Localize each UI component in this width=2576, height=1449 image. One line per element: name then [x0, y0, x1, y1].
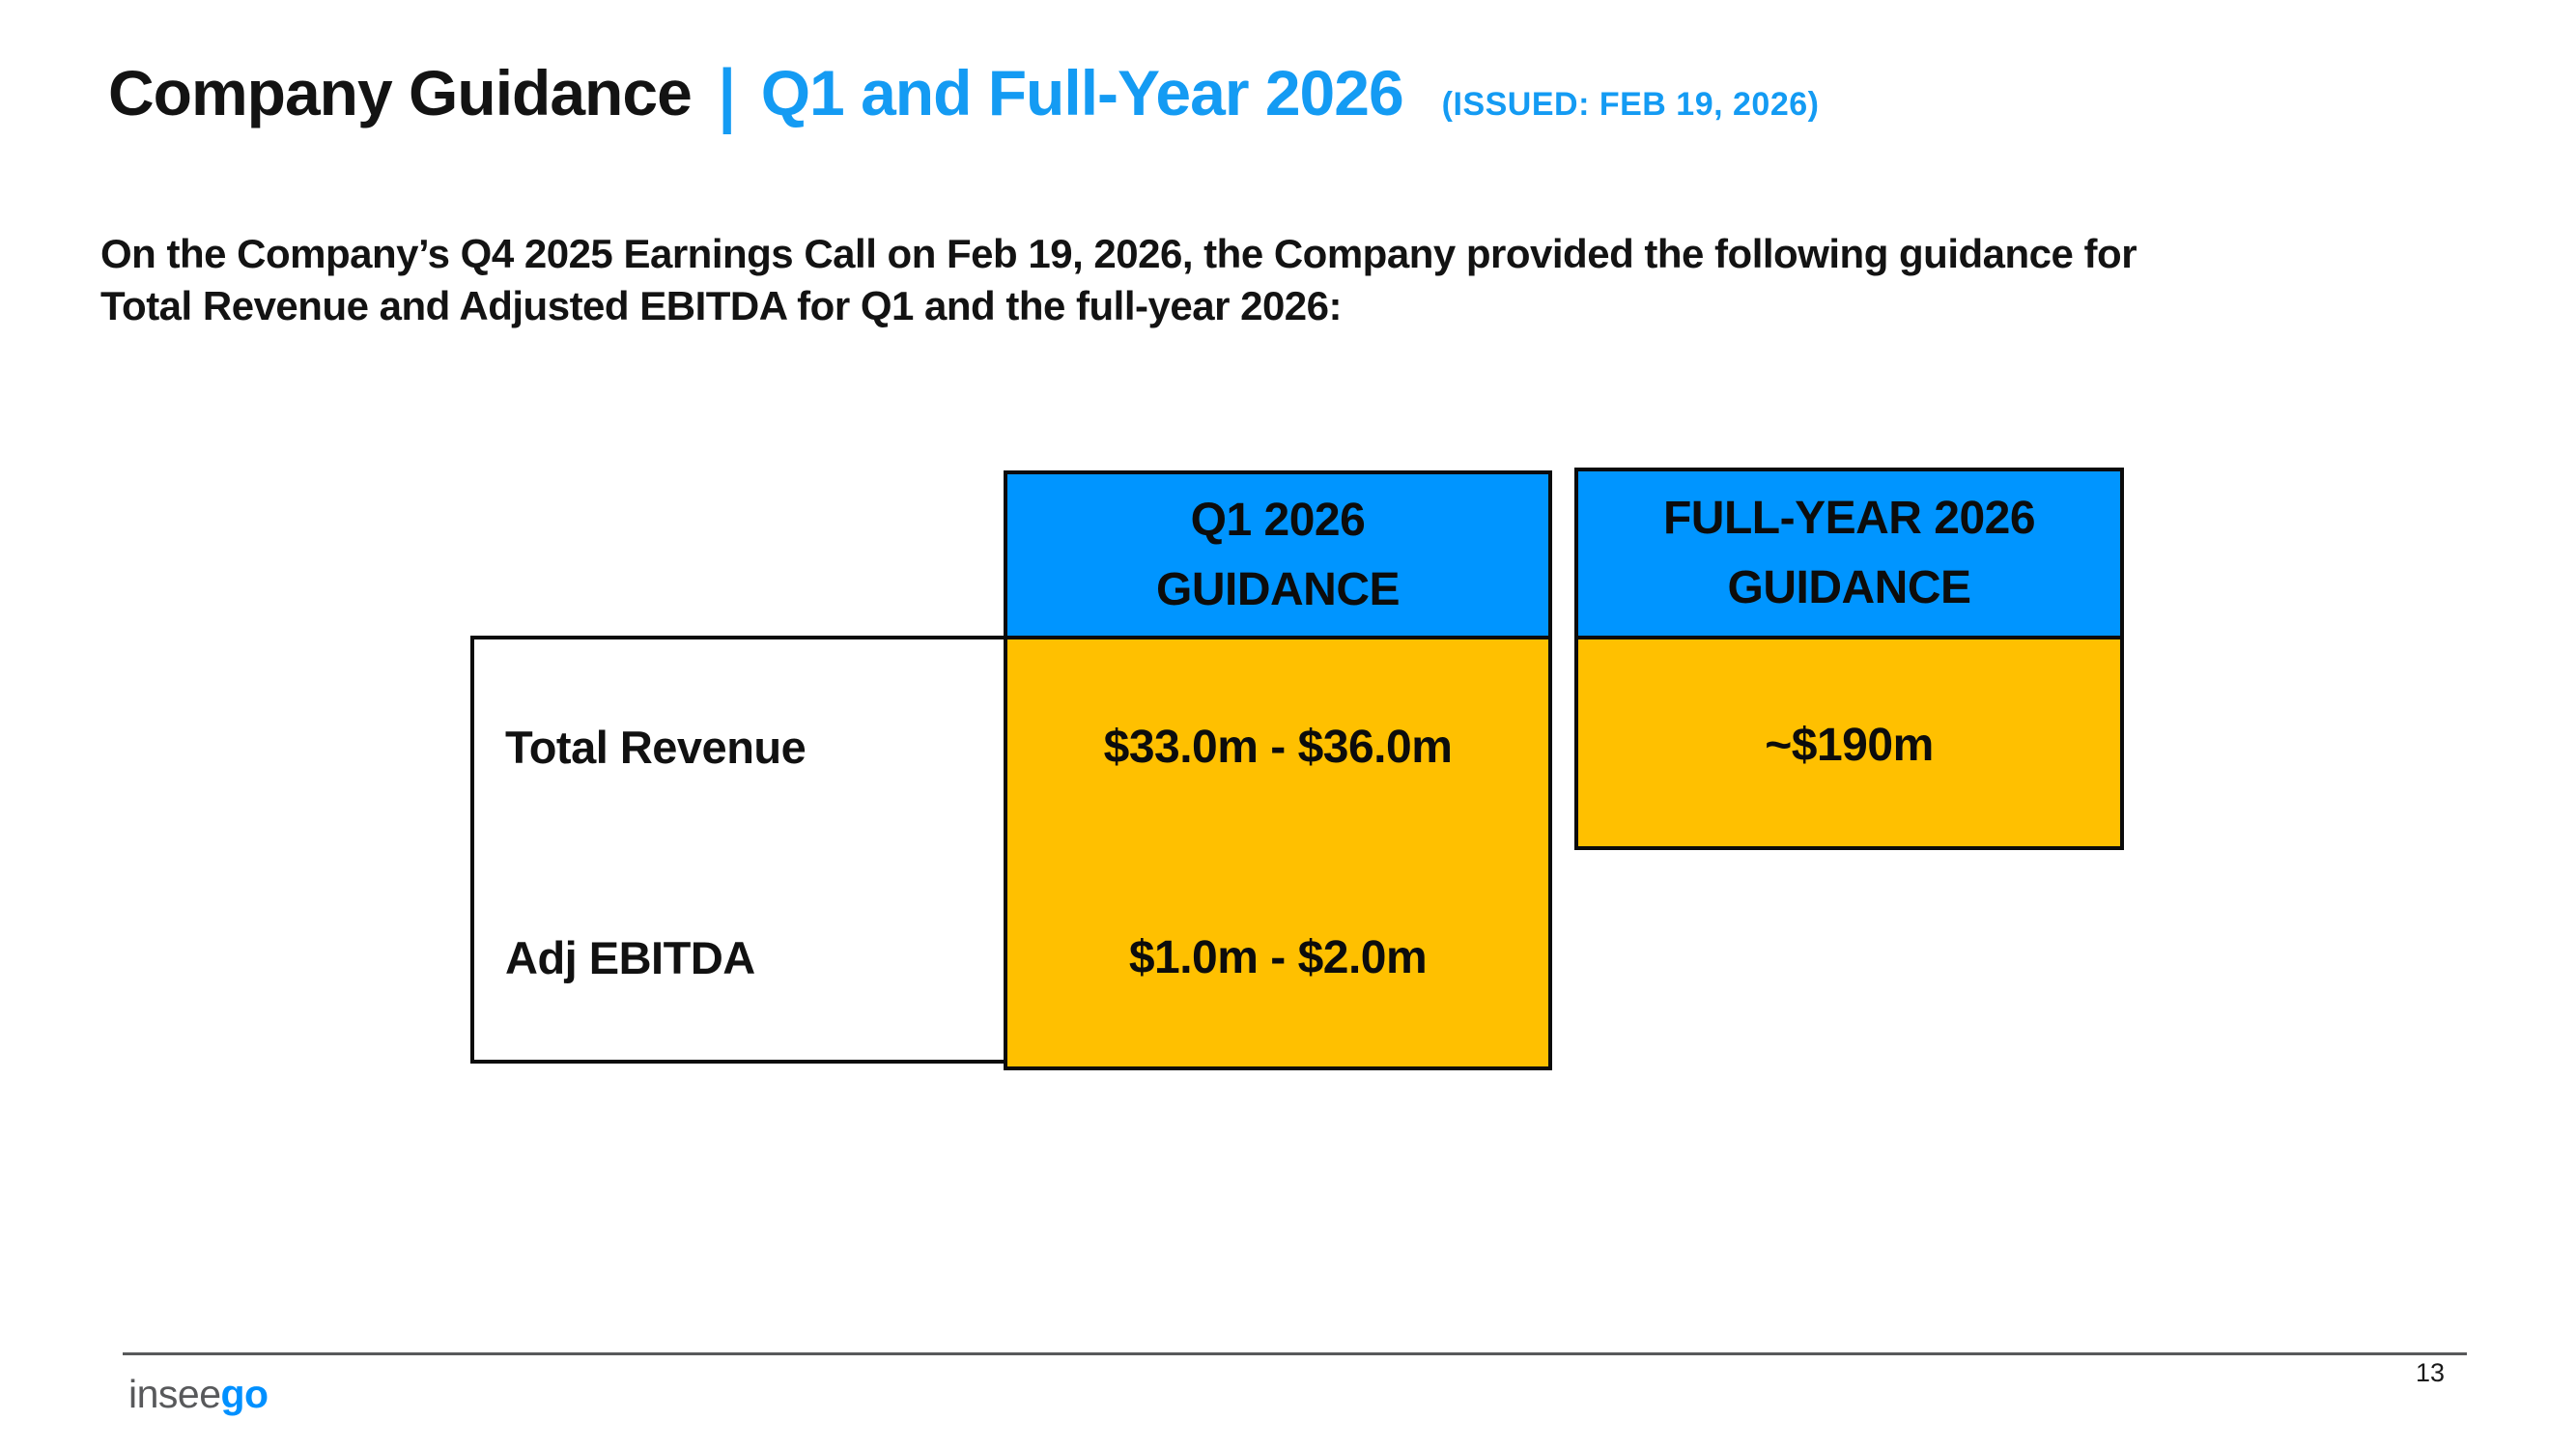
- q1-total-revenue-value: $33.0m - $36.0m: [1103, 722, 1453, 773]
- title-highlight: Q1 and Full-Year 2026: [760, 57, 1404, 128]
- full-year-header-line2: GUIDANCE: [1727, 562, 1971, 613]
- q1-guidance-header: Q1 2026 GUIDANCE: [1004, 470, 1552, 639]
- metric-label-box: Total Revenue Adj EBITDA: [470, 636, 1007, 1064]
- page-number: 13: [2415, 1358, 2446, 1387]
- metric-adj-ebitda: Adj EBITDA: [505, 932, 755, 983]
- intro-line-2: Total Revenue and Adjusted EBITDA for Q1…: [100, 283, 1343, 328]
- inseego-logo: inseego: [128, 1372, 269, 1417]
- full-year-header-line1: FULL-YEAR 2026: [1662, 493, 2036, 544]
- intro-line-1: On the Company’s Q4 2025 Earnings Call o…: [100, 231, 2137, 276]
- q1-adj-ebitda-value: $1.0m - $2.0m: [1128, 932, 1428, 983]
- logo-text-blue: go: [220, 1372, 269, 1416]
- title-separator-bar: |: [718, 53, 736, 134]
- q1-guidance-body: $33.0m - $36.0m $1.0m - $2.0m: [1004, 636, 1552, 1070]
- intro-paragraph: On the Company’s Q4 2025 Earnings Call o…: [100, 228, 2137, 332]
- title-issued-date: (ISSUED: FEB 19, 2026): [1441, 86, 1820, 123]
- footer-divider-line: [123, 1352, 2467, 1355]
- full-year-guidance-body: ~$190m: [1574, 636, 2124, 850]
- metric-total-revenue: Total Revenue: [505, 722, 807, 773]
- full-year-guidance-header: FULL-YEAR 2026 GUIDANCE: [1574, 468, 2124, 639]
- full-year-total-revenue-value: ~$190m: [1765, 720, 1934, 771]
- q1-header-line1: Q1 2026: [1190, 494, 1366, 546]
- q1-header-line2: GUIDANCE: [1155, 563, 1401, 615]
- slide-title: Company Guidance | Q1 and Full-Year 2026…: [108, 54, 1820, 134]
- logo-text-gray: insee: [128, 1372, 221, 1416]
- title-main: Company Guidance: [108, 57, 693, 128]
